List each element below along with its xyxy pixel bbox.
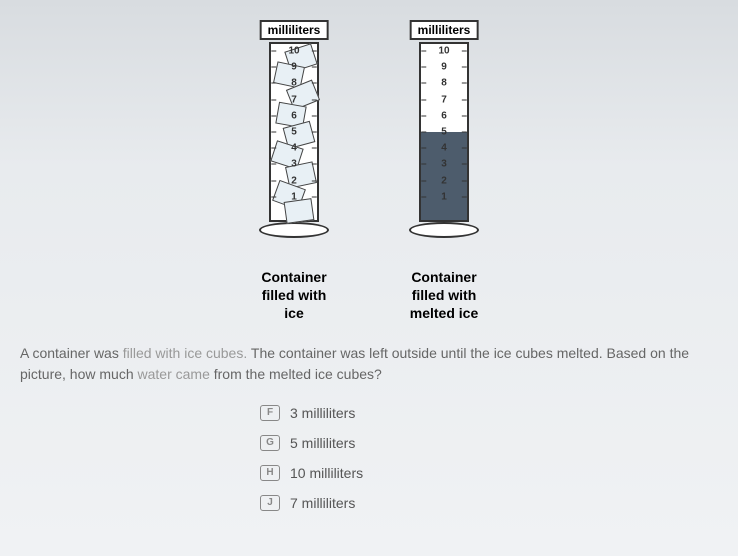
q-faded: water came (138, 366, 210, 382)
tick-mark: 10 (269, 46, 319, 57)
tick-mark: 2 (269, 175, 319, 186)
right-cylinder-base (409, 222, 479, 238)
q-part: from the melted ice cubes? (210, 366, 382, 382)
caption-text: filled with (262, 287, 327, 303)
left-cylinder-base (259, 222, 329, 238)
option-marker: J (260, 495, 280, 511)
q-faded: filled with ice cubes. (123, 345, 248, 361)
option-marker: F (260, 405, 280, 421)
option-marker: H (260, 465, 280, 481)
caption-text: ice (284, 305, 303, 321)
tick-mark: 3 (269, 159, 319, 170)
caption-text: Container (261, 269, 326, 285)
containers-row: milliliters 10 9 8 7 6 5 4 3 2 1 Container filled… (0, 0, 738, 323)
option-marker: G (260, 435, 280, 451)
tick-mark: 5 (419, 127, 469, 138)
caption-text: melted ice (410, 305, 478, 321)
right-ticks: 10 9 8 7 6 5 4 3 2 1 (419, 42, 469, 222)
tick-mark: 1 (419, 191, 469, 202)
right-unit-label: milliliters (410, 20, 479, 40)
tick-mark: 6 (419, 110, 469, 121)
tick-mark: 8 (419, 78, 469, 89)
tick-mark: 3 (419, 159, 469, 170)
right-cylinder: milliliters 10 9 8 7 6 5 4 3 2 1 (399, 20, 489, 260)
tick-mark: 9 (269, 62, 319, 73)
left-container-group: milliliters 10 9 8 7 6 5 4 3 2 1 Container filled… (249, 20, 339, 323)
tick-mark: 10 (419, 46, 469, 57)
tick-mark: 4 (269, 143, 319, 154)
option-text: 10 milliliters (290, 465, 363, 481)
option-text: 7 milliliters (290, 495, 355, 511)
option-text: 3 milliliters (290, 405, 355, 421)
tick-mark: 5 (269, 127, 319, 138)
tick-mark: 7 (269, 94, 319, 105)
right-caption: Container filled with melted ice (410, 268, 478, 323)
tick-mark: 7 (419, 94, 469, 105)
answer-option[interactable]: J 7 milliliters (260, 495, 355, 511)
caption-text: filled with (412, 287, 477, 303)
caption-text: Container (411, 269, 476, 285)
option-text: 5 milliliters (290, 435, 355, 451)
left-cylinder: milliliters 10 9 8 7 6 5 4 3 2 1 (249, 20, 339, 260)
answer-option[interactable]: F 3 milliliters (260, 405, 355, 421)
answer-option[interactable]: H 10 milliliters (260, 465, 363, 481)
tick-mark: 1 (269, 191, 319, 202)
left-ticks: 10 9 8 7 6 5 4 3 2 1 (269, 42, 319, 222)
tick-mark: 9 (419, 62, 469, 73)
left-caption: Container filled with ice (261, 268, 326, 323)
question-text: A container was filled with ice cubes. T… (0, 323, 738, 395)
tick-mark: 8 (269, 78, 319, 89)
q-part: A container was (20, 345, 123, 361)
tick-mark: 4 (419, 143, 469, 154)
tick-mark: 2 (419, 175, 469, 186)
tick-mark: 6 (269, 110, 319, 121)
answers-list: F 3 milliliters G 5 milliliters H 10 millilit… (260, 405, 738, 511)
left-unit-label: milliliters (260, 20, 329, 40)
right-container-group: milliliters 10 9 8 7 6 5 4 3 2 1 Container filled… (399, 20, 489, 323)
answer-option[interactable]: G 5 milliliters (260, 435, 355, 451)
